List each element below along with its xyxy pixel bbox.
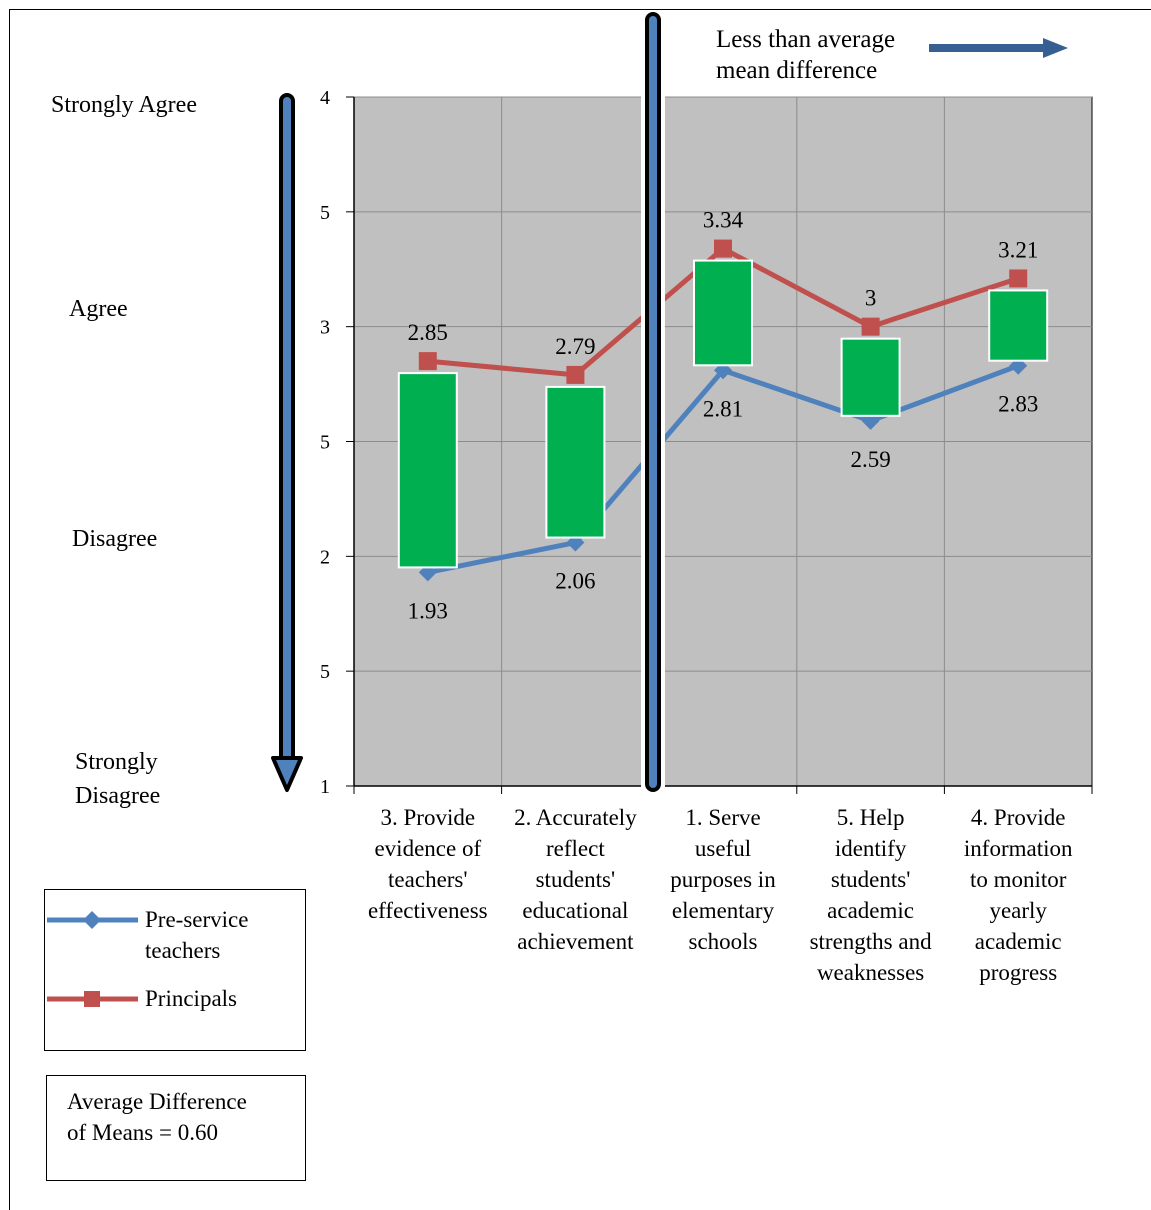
figure-frame [9,9,1151,1210]
data-label-principals: 2.79 [555,334,595,359]
data-label-preservice: 2.06 [555,569,595,594]
caption-arrow-head [1043,38,1068,58]
y-tick-label: 4 [320,87,330,109]
x-category-label: 1. Serve useful purposes in elementary s… [670,805,776,954]
marker-principals [861,317,880,336]
y-tick-label: 5 [320,202,330,224]
scale-arrow [279,93,295,782]
legend-principals-swatch [47,991,138,1007]
difference-bar [693,259,753,367]
y-tick-label: 2 [320,546,330,568]
data-label-principals: 3.34 [703,208,744,233]
marker-principals [566,365,585,384]
data-label-principals: 3 [865,286,877,311]
x-category-label: 2. Accurately reflect students' educatio… [514,805,637,954]
x-category-label: 3. Provide evidence of teachers' effecti… [367,805,488,923]
scale-agree: Agree [69,296,128,322]
marker-principals [714,239,732,258]
legend: Pre-service teachers Principals [44,889,306,1051]
y-tick-label: 3 [320,317,330,339]
legend-item-principals: Principals [45,985,305,1045]
divider-bar [645,12,661,792]
difference-bar [840,337,901,417]
data-label-preservice: 2.59 [850,447,890,472]
data-label-preservice: 1.93 [408,598,448,623]
difference-bar [545,385,606,539]
average-difference-text: Average Difference of Means = 0.60 [67,1089,247,1145]
x-category-label: 4. Provide information to monitor yearly… [963,805,1073,985]
scale-arrow-head [271,756,303,792]
average-difference-box: Average Difference of Means = 0.60 [46,1075,306,1181]
legend-item-preservice: Pre-service teachers [45,904,305,964]
difference-bar [397,372,458,569]
data-label-preservice: 2.83 [998,392,1038,417]
scale-strongly-agree: Strongly Agree [51,92,197,118]
y-tick-label: 5 [320,661,330,683]
y-tick-label: 1 [320,776,330,798]
arrow-caption: Less than average mean difference [716,26,896,84]
data-label-principals: 3.21 [998,237,1038,262]
scale-strongly-disagree: Strongly Disagree [75,749,161,809]
data-label-principals: 2.85 [408,320,448,345]
caption-arrow-shaft [929,44,1045,52]
x-category-label: 5. Help identify students' academic stre… [809,805,932,985]
data-label-preservice: 2.81 [703,396,743,421]
scale-disagree: Disagree [72,526,158,552]
legend-preservice-label: Pre-service teachers [145,907,249,963]
y-tick-label: 5 [320,432,330,454]
marker-principals [1009,269,1028,288]
difference-bar [988,289,1049,362]
marker-principals [418,352,437,371]
legend-preservice-swatch [47,911,138,929]
legend-principals-label: Principals [145,986,237,1011]
